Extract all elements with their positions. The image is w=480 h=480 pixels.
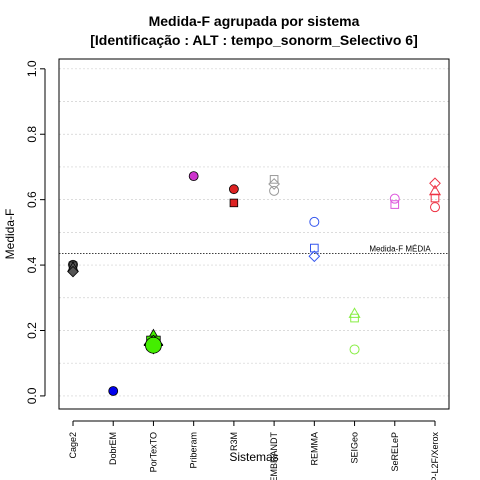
data-point-circle bbox=[228, 184, 239, 195]
x-tick-label: REMMA bbox=[309, 432, 319, 466]
data-point-circle bbox=[349, 344, 360, 355]
data-point-square bbox=[269, 175, 279, 184]
data-point-diamond bbox=[308, 250, 321, 263]
chart-title-line1: Medida-F agrupada por sistema bbox=[149, 13, 360, 29]
x-tick-label: XIP-L2F/Xerox bbox=[430, 432, 440, 480]
reference-line-label: Medida-F MÉDIA bbox=[369, 245, 431, 254]
data-point-diamond bbox=[67, 265, 79, 278]
x-tick-label: Priberam bbox=[189, 432, 199, 469]
x-tick-label: SeRELeP bbox=[390, 432, 400, 472]
y-tick-label: 0.8 bbox=[25, 126, 39, 143]
y-tick-label: 0.6 bbox=[25, 191, 39, 208]
data-point-triangle bbox=[348, 307, 361, 318]
x-tick-label: Cage2 bbox=[68, 432, 78, 459]
x-tick-label: REMBRANDT bbox=[269, 432, 279, 480]
data-point-square bbox=[430, 193, 440, 203]
data-point-circle bbox=[188, 171, 199, 182]
x-tick-label: R3M bbox=[229, 432, 239, 451]
data-point-diamond bbox=[268, 178, 280, 190]
data-point-circle bbox=[108, 386, 119, 396]
reference-line-group: Medida-F MÉDIA bbox=[59, 245, 449, 255]
plot-frame bbox=[58, 58, 450, 410]
x-axis-label: Sistemas bbox=[229, 450, 278, 464]
x-tick-label: SEIGeo bbox=[350, 432, 360, 464]
grid-lines bbox=[59, 68, 449, 397]
data-point-circle bbox=[269, 185, 280, 196]
data-point-square bbox=[390, 200, 400, 209]
y-tick-label: 0.0 bbox=[25, 387, 39, 404]
data-points bbox=[67, 171, 442, 396]
data-point-circle bbox=[389, 193, 400, 204]
data-point-circle bbox=[145, 336, 162, 354]
data-point-square bbox=[229, 198, 239, 208]
x-tick-label: PorTexTO bbox=[148, 432, 158, 472]
y-tick-label: 0.4 bbox=[25, 256, 39, 273]
chart-title-line2: [Identificação : ALT : tempo_sonorm_Sele… bbox=[90, 32, 418, 48]
data-point-square bbox=[350, 313, 359, 323]
data-point-diamond bbox=[429, 177, 441, 190]
y-axis: 0.0 0.2 0.4 0.6 0.8 1.0 bbox=[25, 60, 46, 404]
data-point-circle bbox=[430, 202, 440, 213]
data-point-square bbox=[310, 243, 319, 253]
data-point-triangle bbox=[428, 184, 442, 196]
y-tick-label: 0.2 bbox=[25, 322, 39, 339]
x-axis: Cage2 DobrEM PorTexTO Priberam R3M REMBRANDT R… bbox=[68, 420, 440, 480]
y-axis-label: Medida-F bbox=[3, 209, 17, 260]
y-tick-label: 1.0 bbox=[25, 60, 39, 77]
x-tick-label: DobrEM bbox=[108, 432, 118, 465]
data-point-circle bbox=[309, 216, 320, 227]
